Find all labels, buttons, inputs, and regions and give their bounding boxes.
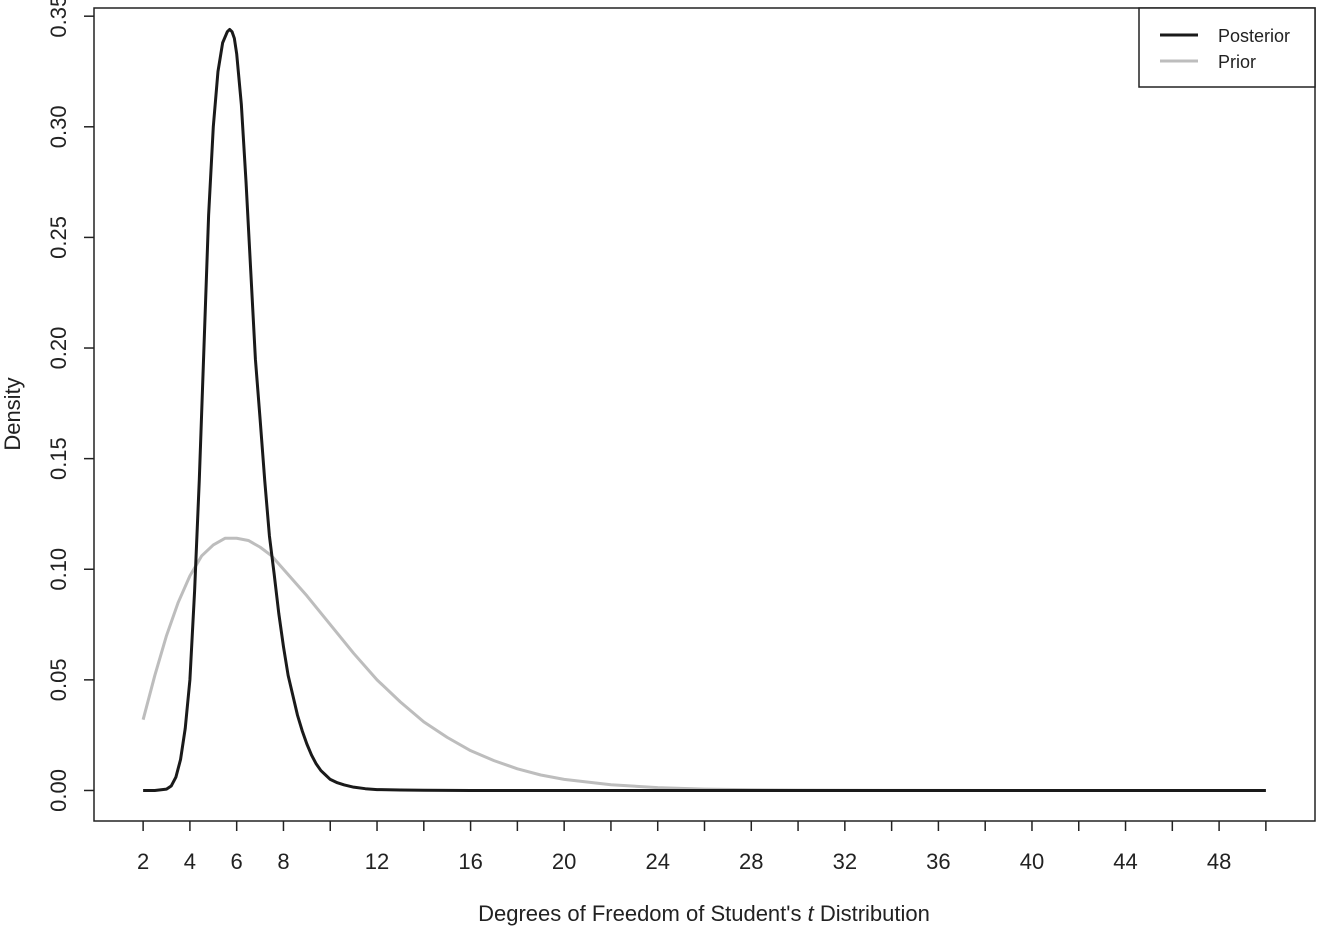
y-tick-label: 0.15 <box>46 437 71 480</box>
x-tick-label: 16 <box>458 849 482 874</box>
x-tick-label: 32 <box>833 849 857 874</box>
x-axis-label: Degrees of Freedom of Student's t Distri… <box>478 901 930 926</box>
series-line-posterior <box>143 27 1266 792</box>
x-tick-label: 24 <box>645 849 669 874</box>
x-tick-label: 44 <box>1113 849 1137 874</box>
x-tick-label: 36 <box>926 849 950 874</box>
x-axis-label-suffix: Distribution <box>814 901 930 926</box>
y-tick-label: 0.20 <box>46 327 71 370</box>
x-tick-label: 28 <box>739 849 763 874</box>
x-axis: 2 4 6 8 12 16 20 24 28 32 36 40 44 48 <box>137 821 1267 874</box>
x-tick-label: 20 <box>552 849 576 874</box>
plot-frame <box>93 7 1316 822</box>
x-tick-label: 48 <box>1207 849 1231 874</box>
y-tick-label: 0.10 <box>46 548 71 591</box>
y-tick-label: 0.00 <box>46 769 71 812</box>
x-tick-label: 4 <box>184 849 196 874</box>
legend-label-posterior: Posterior <box>1218 26 1290 46</box>
y-tick-label: 0.30 <box>46 105 71 148</box>
y-tick-label: 0.05 <box>46 658 71 701</box>
legend-label-prior: Prior <box>1218 52 1256 72</box>
x-tick-label: 40 <box>1020 849 1044 874</box>
x-axis-label-italic: t <box>808 901 815 926</box>
series-layer <box>141 27 1266 792</box>
y-tick-label: 0.35 <box>46 0 71 38</box>
x-tick-label: 2 <box>137 849 149 874</box>
legend: Posterior Prior <box>1138 7 1316 88</box>
x-axis-label-prefix: Degrees of Freedom of Student's <box>478 901 807 926</box>
y-tick-label: 0.25 <box>46 216 71 259</box>
x-tick-label: 8 <box>277 849 289 874</box>
x-tick-label: 12 <box>365 849 389 874</box>
x-tick-label: 6 <box>231 849 243 874</box>
legend-box <box>1138 7 1316 88</box>
y-axis-label: Density <box>0 377 25 450</box>
y-axis: 0.00 0.05 0.10 0.15 0.20 0.25 0.30 0.35 <box>46 0 94 812</box>
